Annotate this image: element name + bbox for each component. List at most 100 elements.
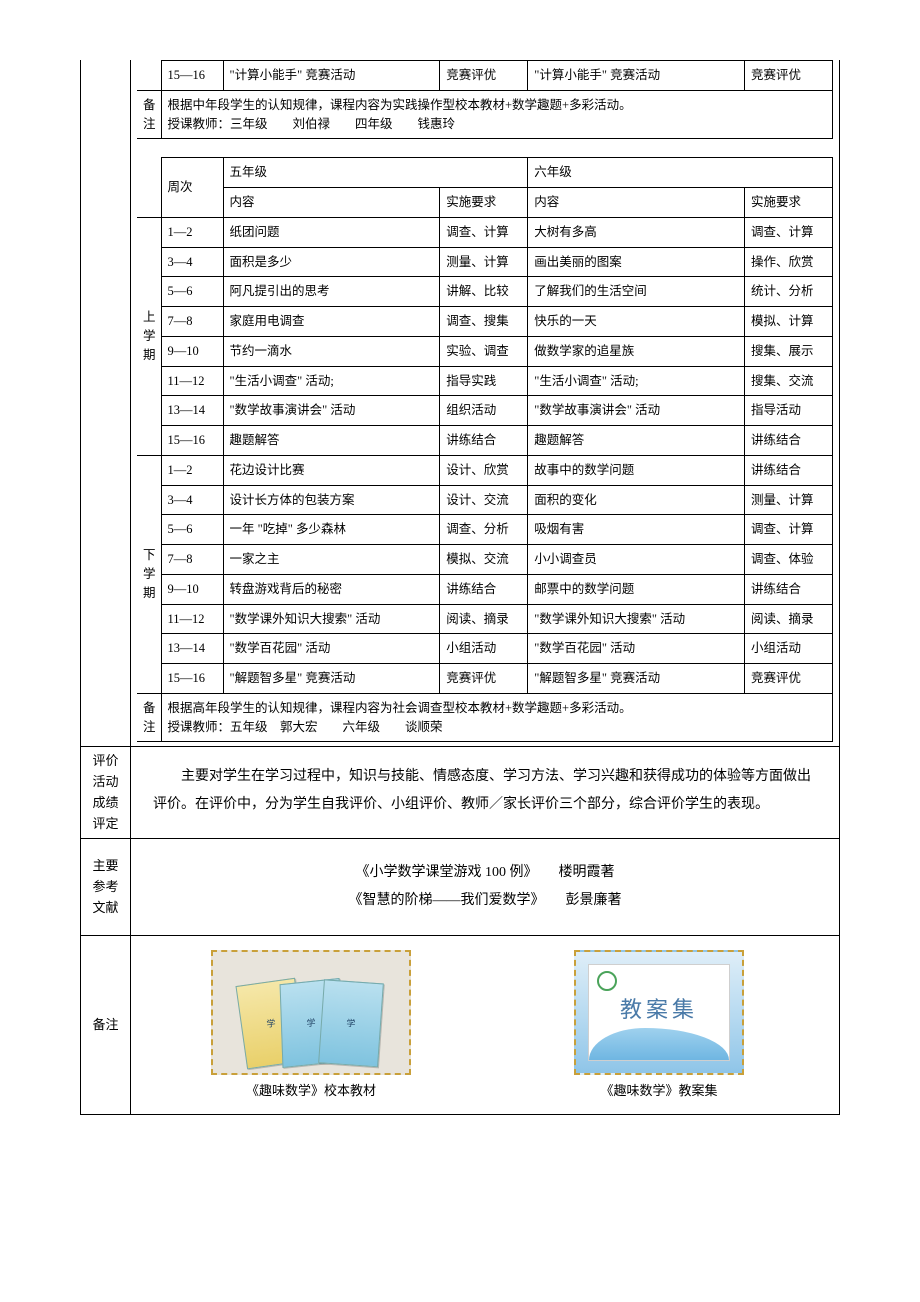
week-cell: 3—4 <box>161 247 223 277</box>
req-cell: 调查、计算 <box>744 217 832 247</box>
table-row: 7—8一家之主模拟、交流小小调查员调查、体验 <box>137 545 833 575</box>
table-row: 3—4设计长方体的包装方案设计、交流面积的变化测量、计算 <box>137 485 833 515</box>
content-cell: 趣题解答 <box>528 426 745 456</box>
content-cell: 面积的变化 <box>528 485 745 515</box>
table-row: 9—10转盘游戏背后的秘密讲练结合邮票中的数学问题讲练结合 <box>137 574 833 604</box>
content-cell: 转盘游戏背后的秘密 <box>223 574 440 604</box>
content-cell: 小小调查员 <box>528 545 745 575</box>
week-cell: 15—16 <box>161 61 223 91</box>
req-cell: 统计、分析 <box>744 277 832 307</box>
note-row: 备注 根据高年段学生的认知规律，课程内容为社会调查型校本教材+数学趣题+多彩活动… <box>137 693 833 742</box>
week-cell: 7—8 <box>161 545 223 575</box>
references-text: 《小学数学课堂游戏 100 例》 楼明霞著 《智慧的阶梯——我们爱数学》 彭景廉… <box>131 839 840 936</box>
note-label: 备注 <box>137 90 161 139</box>
req-cell: 测量、计算 <box>440 247 528 277</box>
req-cell: 调查、体验 <box>744 545 832 575</box>
lessonplan-photo: 教案集 《趣味数学》教案集 <box>505 950 813 1102</box>
content-cell: 故事中的数学问题 <box>528 455 745 485</box>
table-row: 11—12"生活小调查" 活动;指导实践"生活小调查" 活动;搜集、交流 <box>137 366 833 396</box>
content-header: 内容 <box>528 188 745 218</box>
req-header: 实施要求 <box>440 188 528 218</box>
header-row: 周次 五年级 六年级 <box>137 158 833 188</box>
grade6-header: 六年级 <box>528 158 833 188</box>
table-row: 5—6阿凡提引出的思考讲解、比较了解我们的生活空间统计、分析 <box>137 277 833 307</box>
note-text: 根据中年段学生的认知规律，课程内容为实践操作型校本教材+数学趣题+多彩活动。 授… <box>161 90 833 139</box>
content-cell: "解题智多星" 竞赛活动 <box>223 664 440 694</box>
week-cell: 5—6 <box>161 277 223 307</box>
req-cell: 组织活动 <box>440 396 528 426</box>
week-cell: 15—16 <box>161 426 223 456</box>
req-cell: 设计、欣赏 <box>440 455 528 485</box>
req-header: 实施要求 <box>744 188 832 218</box>
table-row: 11—12"数学课外知识大搜索" 活动阅读、摘录"数学课外知识大搜索" 活动阅读… <box>137 604 833 634</box>
table-row: 上学期1—2纸团问题调查、计算大树有多高调查、计算 <box>137 217 833 247</box>
req-cell: 阅读、摘录 <box>440 604 528 634</box>
note-row: 备注 根据中年段学生的认知规律，课程内容为实践操作型校本教材+数学趣题+多彩活动… <box>137 90 833 139</box>
content-cell: 了解我们的生活空间 <box>528 277 745 307</box>
req-cell: 测量、计算 <box>744 485 832 515</box>
content-header: 内容 <box>223 188 440 218</box>
content-cell: "数学百花园" 活动 <box>528 634 745 664</box>
content-cell: 一年 "吃掉" 多少森林 <box>223 515 440 545</box>
req-cell: 竞赛评优 <box>744 664 832 694</box>
footer-content: 学学学 《趣味数学》校本教材 教案集 《趣味数学》教案集 <box>131 936 840 1115</box>
req-cell: 讲练结合 <box>744 455 832 485</box>
content-cell: "数学课外知识大搜索" 活动 <box>223 604 440 634</box>
req-cell: 调查、计算 <box>440 217 528 247</box>
content-cell: 一家之主 <box>223 545 440 575</box>
table-row: 13—14"数学故事演讲会" 活动组织活动"数学故事演讲会" 活动指导活动 <box>137 396 833 426</box>
req-cell: 小组活动 <box>744 634 832 664</box>
table-row: 9—10节约一滴水实验、调查做数学家的追星族搜集、展示 <box>137 336 833 366</box>
content-cell: 家庭用电调查 <box>223 307 440 337</box>
semester-label: 上学期 <box>137 217 161 455</box>
week-cell: 11—12 <box>161 366 223 396</box>
req-cell: 讲练结合 <box>744 574 832 604</box>
week-cell: 13—14 <box>161 634 223 664</box>
req-cell: 模拟、交流 <box>440 545 528 575</box>
week-cell: 13—14 <box>161 396 223 426</box>
content-cell: 设计长方体的包装方案 <box>223 485 440 515</box>
req-cell: 讲练结合 <box>744 426 832 456</box>
week-header: 周次 <box>161 158 223 218</box>
req-cell: 实验、调查 <box>440 336 528 366</box>
fragment-table: 15—16 "计算小能手" 竞赛活动 竞赛评优 "计算小能手" 竞赛活动 竞赛评… <box>137 60 833 139</box>
content-cell: "解题智多星" 竞赛活动 <box>528 664 745 694</box>
content-cell: 趣题解答 <box>223 426 440 456</box>
week-cell: 3—4 <box>161 485 223 515</box>
week-cell: 9—10 <box>161 336 223 366</box>
req-cell: 竞赛评优 <box>440 61 528 91</box>
content-cell: 花边设计比赛 <box>223 455 440 485</box>
table-row: 下学期1—2花边设计比赛设计、欣赏故事中的数学问题讲练结合 <box>137 455 833 485</box>
req-cell: 阅读、摘录 <box>744 604 832 634</box>
req-cell: 竞赛评优 <box>440 664 528 694</box>
table-row: 13—14"数学百花园" 活动小组活动"数学百花园" 活动小组活动 <box>137 634 833 664</box>
content-cell: "生活小调查" 活动; <box>528 366 745 396</box>
req-cell: 讲解、比较 <box>440 277 528 307</box>
grades56-table: 周次 五年级 六年级 内容 实施要求 内容 实施要求 上学期1—2纸团问题调查、… <box>137 157 833 742</box>
subheader-row: 内容 实施要求 内容 实施要求 <box>137 188 833 218</box>
table-row: 15—16趣题解答讲练结合趣题解答讲练结合 <box>137 426 833 456</box>
req-cell: 搜集、交流 <box>744 366 832 396</box>
blank-label <box>81 60 131 143</box>
table-row: 15—16 "计算小能手" 竞赛活动 竞赛评优 "计算小能手" 竞赛活动 竞赛评… <box>137 61 833 91</box>
content-cell: "计算小能手" 竞赛活动 <box>528 61 745 91</box>
content-cell: 吸烟有害 <box>528 515 745 545</box>
req-cell: 模拟、计算 <box>744 307 832 337</box>
content-cell: 节约一滴水 <box>223 336 440 366</box>
week-cell: 5—6 <box>161 515 223 545</box>
content-cell: "数学课外知识大搜索" 活动 <box>528 604 745 634</box>
content-cell: 快乐的一天 <box>528 307 745 337</box>
week-cell: 1—2 <box>161 217 223 247</box>
req-cell: 竞赛评优 <box>745 61 833 91</box>
content-cell: "计算小能手" 竞赛活动 <box>223 61 440 91</box>
content-cell: 做数学家的追星族 <box>528 336 745 366</box>
req-cell: 操作、欣赏 <box>744 247 832 277</box>
req-cell: 调查、分析 <box>440 515 528 545</box>
note-label: 备注 <box>137 693 161 742</box>
semester-label: 下学期 <box>137 455 161 693</box>
content-cell: "数学百花园" 活动 <box>223 634 440 664</box>
content-cell: 画出美丽的图案 <box>528 247 745 277</box>
table-row: 5—6一年 "吃掉" 多少森林调查、分析吸烟有害调查、计算 <box>137 515 833 545</box>
table-row: 3—4面积是多少测量、计算画出美丽的图案操作、欣赏 <box>137 247 833 277</box>
req-cell: 设计、交流 <box>440 485 528 515</box>
